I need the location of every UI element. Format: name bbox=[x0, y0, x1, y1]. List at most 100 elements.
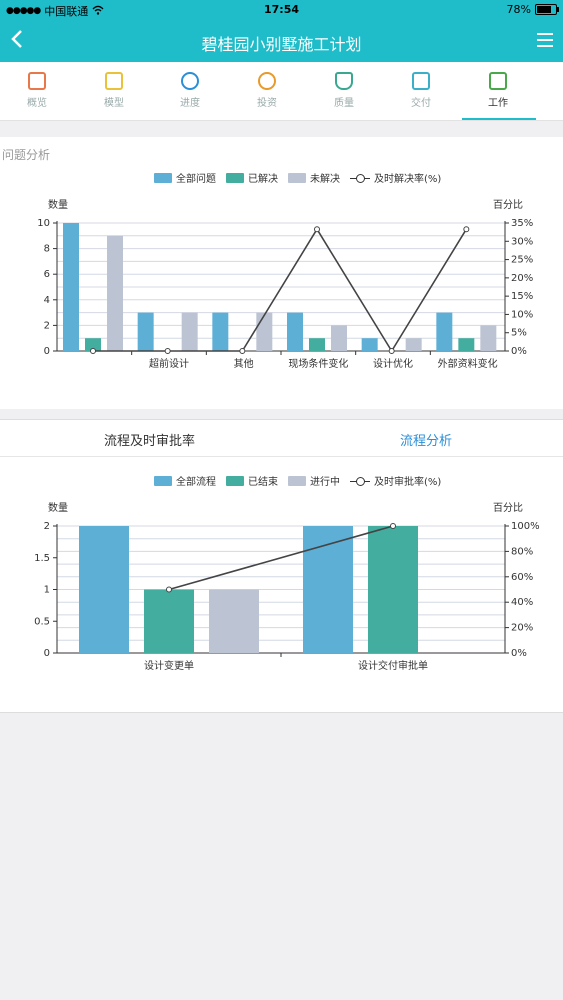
bar bbox=[368, 526, 418, 653]
bar bbox=[361, 338, 378, 351]
legend-item[interactable]: 及时审批率(%) bbox=[350, 473, 441, 488]
status-bar: ●●●●● 中国联通 17:54 78% bbox=[0, 0, 563, 20]
category-label: 设计优化 bbox=[373, 357, 413, 370]
page-title: 碧桂园小别墅施工计划 bbox=[201, 35, 362, 54]
status-right: 78% bbox=[506, 3, 559, 16]
left-tick-label: 8 bbox=[44, 244, 50, 255]
category-label: 外部资料变化 bbox=[438, 357, 498, 370]
rate-point bbox=[90, 348, 96, 354]
tab-model[interactable]: 模型 bbox=[79, 72, 149, 109]
tab-label: 概览 bbox=[27, 98, 47, 109]
pie-icon bbox=[181, 72, 199, 90]
issue-chart: 0 2 4 6 8 10 0% 5% 10% 15% 20% 25% 30% 35% 超前设计 其他 现场条件变… bbox=[37, 218, 533, 370]
bar bbox=[458, 338, 475, 351]
right-tick-label: 30% bbox=[511, 236, 533, 247]
menu-icon[interactable] bbox=[537, 33, 553, 47]
back-icon[interactable] bbox=[10, 28, 24, 56]
bar bbox=[209, 589, 259, 653]
right-tick-label: 40% bbox=[511, 597, 533, 608]
battery-percent: 78% bbox=[506, 3, 531, 16]
legend-item[interactable]: 及时解决率(%) bbox=[350, 170, 441, 185]
category-label: 超前设计 bbox=[149, 357, 189, 370]
tab-work[interactable]: 工作 bbox=[463, 72, 533, 109]
rate-point bbox=[166, 586, 172, 593]
chart-legend: 全部问题 已解决 未解决 及时解决率(%) bbox=[154, 170, 451, 185]
tab-label: 模型 bbox=[104, 98, 124, 109]
bar bbox=[405, 338, 422, 351]
section-title: 问题分析 bbox=[2, 148, 51, 162]
bar bbox=[256, 312, 273, 351]
right-tick-label: 5% bbox=[511, 328, 527, 339]
bar bbox=[212, 312, 229, 351]
tab-label: 交付 bbox=[411, 98, 431, 109]
left-tick-label: 0 bbox=[44, 346, 50, 357]
rate-line bbox=[93, 227, 468, 353]
section-switcher: 流程及时审批率 流程分析 bbox=[0, 420, 563, 457]
left-tick-label: 2 bbox=[44, 521, 50, 532]
left-tick-label: 4 bbox=[44, 295, 50, 306]
chart-legend: 全部流程 已结束 进行中 及时审批率(%) bbox=[154, 473, 451, 488]
bar bbox=[309, 338, 325, 351]
bar bbox=[85, 338, 101, 351]
coins-icon bbox=[258, 72, 276, 90]
bar bbox=[144, 589, 194, 653]
bar bbox=[436, 312, 453, 351]
right-tick-label: 35% bbox=[511, 218, 533, 229]
bar bbox=[63, 223, 79, 351]
rate-line bbox=[168, 525, 394, 591]
process-analysis-card: 流程及时审批率 流程分析 全部流程 已结束 进行中 及时审批率(%) 数量 百分… bbox=[0, 419, 563, 713]
tab-delivery[interactable]: 交付 bbox=[386, 72, 456, 109]
right-tick-label: 10% bbox=[511, 309, 533, 320]
battery-icon bbox=[535, 4, 559, 15]
nav-bar: 碧桂园小别墅施工计划 bbox=[0, 20, 563, 62]
bar bbox=[331, 325, 347, 351]
wifi-icon bbox=[92, 5, 104, 18]
active-tab-indicator bbox=[462, 118, 536, 120]
shield-icon bbox=[335, 72, 353, 90]
left-tick-label: 10 bbox=[37, 218, 50, 229]
bar bbox=[137, 312, 154, 351]
process-chart: 00.511.520%20%40%60%80%100%设计变更单 设计交付审批单 bbox=[34, 521, 540, 672]
legend-item[interactable]: 全部问题 bbox=[154, 170, 216, 185]
category-label: 现场条件变化 bbox=[288, 357, 348, 370]
right-tick-label: 0% bbox=[511, 346, 527, 357]
tab-quality[interactable]: 质量 bbox=[309, 72, 379, 109]
overview-icon bbox=[28, 72, 46, 90]
left-tick-label: 0.5 bbox=[34, 616, 50, 627]
legend-item[interactable]: 全部流程 bbox=[154, 473, 216, 488]
legend-item[interactable]: 未解决 bbox=[288, 170, 340, 185]
tab-process-analysis[interactable]: 流程分析 bbox=[400, 434, 453, 449]
right-tick-label: 0% bbox=[511, 648, 527, 659]
legend-item[interactable]: 已解决 bbox=[226, 170, 278, 185]
status-left: ●●●●● 中国联通 bbox=[6, 3, 104, 19]
right-tick-label: 80% bbox=[511, 546, 533, 557]
model-icon bbox=[105, 72, 123, 90]
left-axis-title: 数量 bbox=[48, 503, 68, 514]
legend-item[interactable]: 进行中 bbox=[288, 473, 340, 488]
tab-overview[interactable]: 概览 bbox=[2, 72, 72, 109]
module-tab-bar: 概览 模型 进度 投资 质量 交付 工作 bbox=[0, 62, 563, 121]
right-axis-title: 百分比 bbox=[493, 503, 523, 514]
status-time: 17:54 bbox=[263, 3, 299, 16]
rate-point bbox=[314, 226, 320, 233]
legend-item[interactable]: 已结束 bbox=[226, 473, 278, 488]
left-tick-label: 0 bbox=[44, 648, 50, 659]
delivery-icon bbox=[412, 72, 430, 90]
tab-approval-rate[interactable]: 流程及时审批率 bbox=[104, 434, 196, 449]
right-tick-label: 15% bbox=[511, 291, 533, 302]
right-tick-label: 20% bbox=[511, 273, 533, 284]
left-tick-label: 1 bbox=[44, 585, 50, 596]
right-axis-title: 百分比 bbox=[493, 200, 523, 211]
left-tick-label: 1.5 bbox=[34, 553, 50, 564]
right-tick-label: 60% bbox=[511, 572, 533, 583]
bar bbox=[480, 325, 497, 351]
tab-investment[interactable]: 投资 bbox=[232, 72, 302, 109]
right-tick-label: 25% bbox=[511, 255, 533, 266]
rate-point bbox=[239, 348, 246, 354]
tab-progress[interactable]: 进度 bbox=[155, 72, 225, 109]
left-tick-label: 6 bbox=[44, 269, 50, 280]
bar bbox=[287, 312, 303, 351]
left-axis-title: 数量 bbox=[48, 200, 68, 211]
category-label: 设计变更单 bbox=[144, 659, 194, 672]
left-tick-label: 2 bbox=[44, 320, 50, 331]
